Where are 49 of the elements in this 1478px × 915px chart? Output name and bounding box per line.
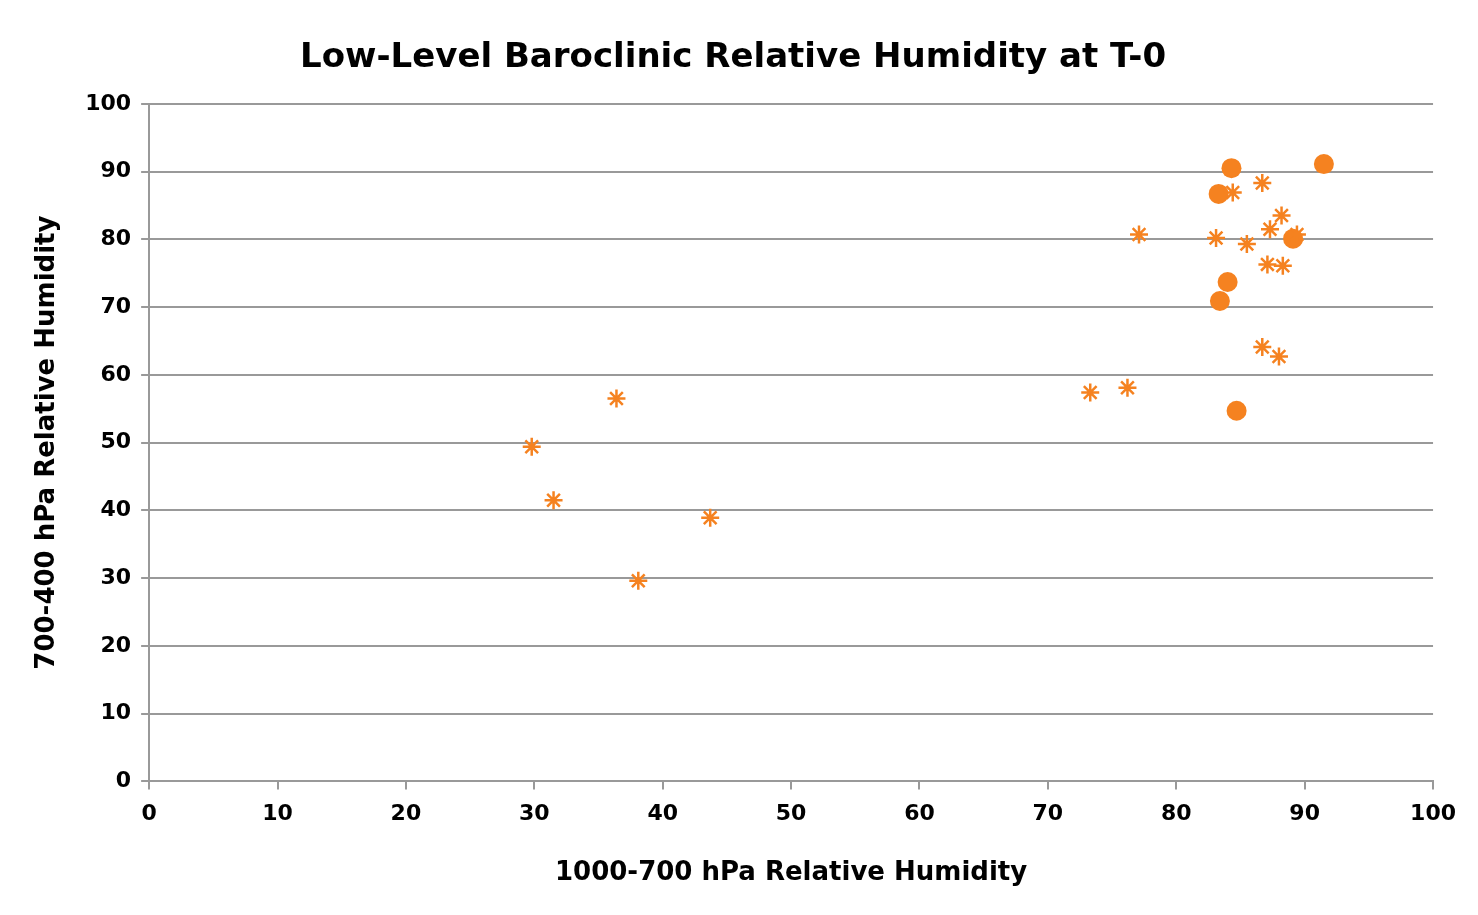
- y-tick-label: 10: [100, 699, 132, 725]
- x-tick-label: 80: [1160, 800, 1192, 826]
- x-tick-label: 100: [1410, 800, 1457, 826]
- point: [1117, 377, 1138, 398]
- y-axis-title: 700-400 hPa Relative Humidity: [30, 215, 61, 670]
- point: [1272, 255, 1294, 276]
- x-tick-label: 50: [775, 800, 807, 826]
- point: [543, 489, 564, 511]
- point: [1313, 154, 1334, 175]
- y-tick-label: 20: [100, 631, 132, 657]
- y-tick-label: 0: [115, 767, 132, 793]
- x-axis-title: 1000-700 hPa Relative Humidity: [554, 856, 1028, 887]
- point: [628, 570, 649, 592]
- point: [699, 507, 721, 529]
- y-tick-label: 100: [85, 89, 132, 115]
- point: [1226, 400, 1247, 421]
- point: [1079, 382, 1101, 403]
- point: [1205, 227, 1227, 249]
- point: [1208, 183, 1229, 204]
- point: [1209, 290, 1230, 311]
- x-tick-label: 90: [1289, 800, 1320, 826]
- y-tick-label: 70: [100, 292, 132, 318]
- point: [1252, 336, 1273, 358]
- x-tick-label: 0: [141, 800, 157, 826]
- point: [1257, 254, 1278, 275]
- x-tick-label: 60: [904, 800, 935, 826]
- point: [1222, 182, 1243, 203]
- point: [1236, 233, 1258, 255]
- x-tick-label: 20: [390, 800, 422, 826]
- point: [1252, 172, 1273, 194]
- x-tick-label: 40: [647, 800, 678, 826]
- y-tick-label: 60: [100, 360, 132, 386]
- y-tick-label: 40: [100, 496, 132, 522]
- x-tick-label: 10: [262, 800, 293, 826]
- y-tick-label: 30: [100, 563, 132, 589]
- chart-title: Low-Level Baroclinic Relative Humidity at T-0: [299, 35, 1167, 76]
- point: [1268, 346, 1290, 367]
- x-tick-label: 70: [1032, 800, 1064, 826]
- point: [1128, 224, 1150, 245]
- x-tick-label: 30: [518, 800, 550, 826]
- point: [606, 388, 627, 409]
- y-tick-label: 50: [100, 428, 132, 454]
- point: [1259, 218, 1281, 240]
- point: [1271, 205, 1292, 226]
- y-tick-label: 90: [100, 157, 132, 183]
- point: [521, 436, 542, 457]
- y-tick-label: 80: [100, 225, 132, 251]
- point: [1217, 272, 1238, 293]
- point: [1221, 158, 1242, 179]
